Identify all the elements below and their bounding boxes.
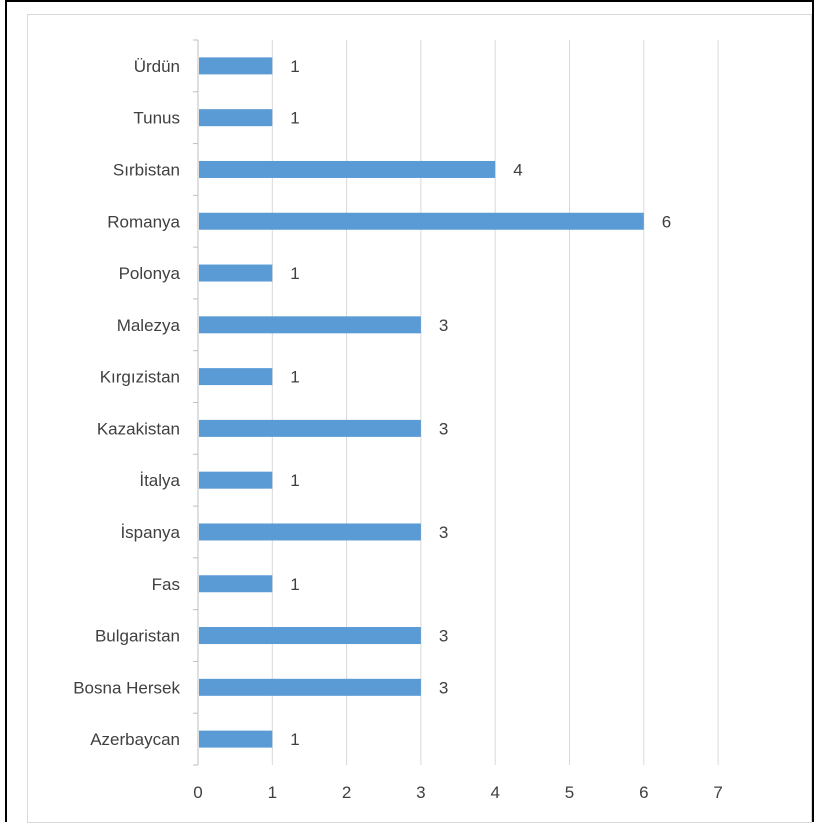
bar bbox=[199, 368, 273, 386]
x-tick-label: 3 bbox=[416, 783, 425, 802]
bar bbox=[199, 419, 421, 437]
bar bbox=[199, 316, 421, 334]
page-frame: Ürdün Tunus Sırbistan Romanya Polonya Malezya… bbox=[5, 0, 814, 823]
bar bbox=[199, 57, 273, 75]
data-label: 3 bbox=[439, 419, 448, 438]
bar bbox=[199, 471, 273, 489]
bar bbox=[199, 264, 273, 282]
x-tick-label: 6 bbox=[639, 783, 648, 802]
x-tick-label: 5 bbox=[565, 783, 574, 802]
bar bbox=[199, 678, 421, 696]
category-label: Fas bbox=[152, 575, 180, 594]
data-label: 1 bbox=[290, 264, 299, 283]
category-label: İspanya bbox=[120, 523, 180, 542]
category-label: Malezya bbox=[117, 316, 181, 335]
data-label: 3 bbox=[439, 678, 448, 697]
category-label: İtalya bbox=[139, 471, 180, 490]
data-label: 1 bbox=[290, 368, 299, 387]
category-label: Ürdün bbox=[134, 57, 180, 76]
bars bbox=[199, 57, 644, 748]
data-label: 1 bbox=[290, 575, 299, 594]
bar bbox=[199, 627, 421, 645]
category-label: Romanya bbox=[107, 212, 180, 231]
data-labels: 1 1 4 6 1 3 1 3 1 3 1 3 3 1 bbox=[290, 57, 671, 749]
bar bbox=[199, 523, 421, 541]
bar-chart: Ürdün Tunus Sırbistan Romanya Polonya Malezya… bbox=[73, 39, 723, 802]
category-label: Polonya bbox=[119, 264, 181, 283]
data-label: 1 bbox=[290, 471, 299, 490]
bar bbox=[199, 212, 644, 230]
data-label: 6 bbox=[662, 212, 671, 231]
x-tick-labels: 0 1 2 3 4 5 6 7 bbox=[193, 783, 723, 802]
bar bbox=[199, 109, 273, 127]
gridlines bbox=[193, 39, 719, 766]
category-label: Bosna Hersek bbox=[73, 678, 180, 697]
category-label: Bulgaristan bbox=[95, 627, 180, 646]
category-label: Tunus bbox=[133, 109, 180, 128]
data-label: 1 bbox=[290, 730, 299, 749]
category-labels: Ürdün Tunus Sırbistan Romanya Polonya Malezya… bbox=[73, 57, 180, 749]
category-label: Sırbistan bbox=[113, 160, 180, 179]
data-label: 3 bbox=[439, 316, 448, 335]
x-tick-label: 2 bbox=[342, 783, 351, 802]
bar bbox=[199, 160, 496, 178]
x-tick-label: 4 bbox=[490, 783, 499, 802]
data-label: 3 bbox=[439, 523, 448, 542]
category-label: Kırgızistan bbox=[100, 368, 180, 387]
data-label: 4 bbox=[513, 160, 522, 179]
data-label: 1 bbox=[290, 109, 299, 128]
data-label: 1 bbox=[290, 57, 299, 76]
chart-area: Ürdün Tunus Sırbistan Romanya Polonya Malezya… bbox=[27, 14, 812, 823]
x-tick-label: 7 bbox=[713, 783, 722, 802]
data-label: 3 bbox=[439, 627, 448, 646]
bar bbox=[199, 730, 273, 748]
x-tick-label: 0 bbox=[193, 783, 202, 802]
x-tick-label: 1 bbox=[268, 783, 277, 802]
bar bbox=[199, 575, 273, 593]
category-label: Kazakistan bbox=[97, 419, 180, 438]
category-label: Azerbaycan bbox=[90, 730, 180, 749]
